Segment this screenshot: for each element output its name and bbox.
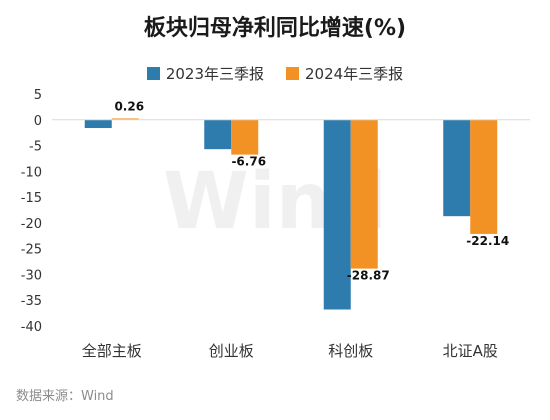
x-category-label: 科创板 bbox=[328, 342, 373, 360]
data-label: 0.26 bbox=[114, 99, 144, 113]
y-tick-label: -40 bbox=[21, 320, 42, 335]
source-note: 数据来源：Wind bbox=[16, 389, 114, 404]
y-tick-label: 5 bbox=[34, 88, 42, 103]
y-tick-label: -10 bbox=[21, 165, 42, 180]
y-tick-label: 0 bbox=[34, 114, 42, 129]
x-category-label: 创业板 bbox=[209, 342, 254, 360]
y-tick-label: -20 bbox=[21, 217, 42, 232]
legend-item-2023: 2023年三季报 bbox=[146, 63, 264, 84]
y-tick-label: -25 bbox=[21, 243, 42, 258]
bar-2024 bbox=[350, 119, 378, 269]
bar-2023 bbox=[204, 119, 232, 150]
bar-2024 bbox=[231, 119, 259, 155]
data-label: -22.14 bbox=[466, 234, 509, 248]
y-tick-label: -30 bbox=[21, 268, 42, 283]
bar-2024 bbox=[111, 118, 139, 120]
bar-2023 bbox=[323, 119, 351, 310]
chart-title: 板块归母净利同比增速(%) bbox=[143, 16, 407, 41]
bar-2023 bbox=[84, 119, 112, 129]
legend: 2023年三季报 2024年三季报 bbox=[0, 63, 550, 84]
legend-label-2023: 2023年三季报 bbox=[165, 65, 264, 83]
x-category-label: 北证A股 bbox=[443, 342, 498, 360]
y-tick-label: -35 bbox=[21, 294, 42, 309]
bar-2024 bbox=[470, 119, 498, 234]
legend-swatch-2023 bbox=[146, 67, 160, 80]
legend-swatch-2024 bbox=[286, 67, 299, 80]
data-label: -28.87 bbox=[347, 269, 390, 283]
bar-2023 bbox=[443, 119, 471, 217]
legend-label-2024: 2024年三季报 bbox=[305, 65, 404, 83]
x-category-label: 全部主板 bbox=[82, 342, 142, 360]
legend-item-2024: 2024年三季报 bbox=[286, 63, 403, 84]
data-label: -6.76 bbox=[231, 155, 266, 169]
y-tick-label: -15 bbox=[21, 191, 42, 206]
y-tick-label: -5 bbox=[29, 140, 42, 155]
